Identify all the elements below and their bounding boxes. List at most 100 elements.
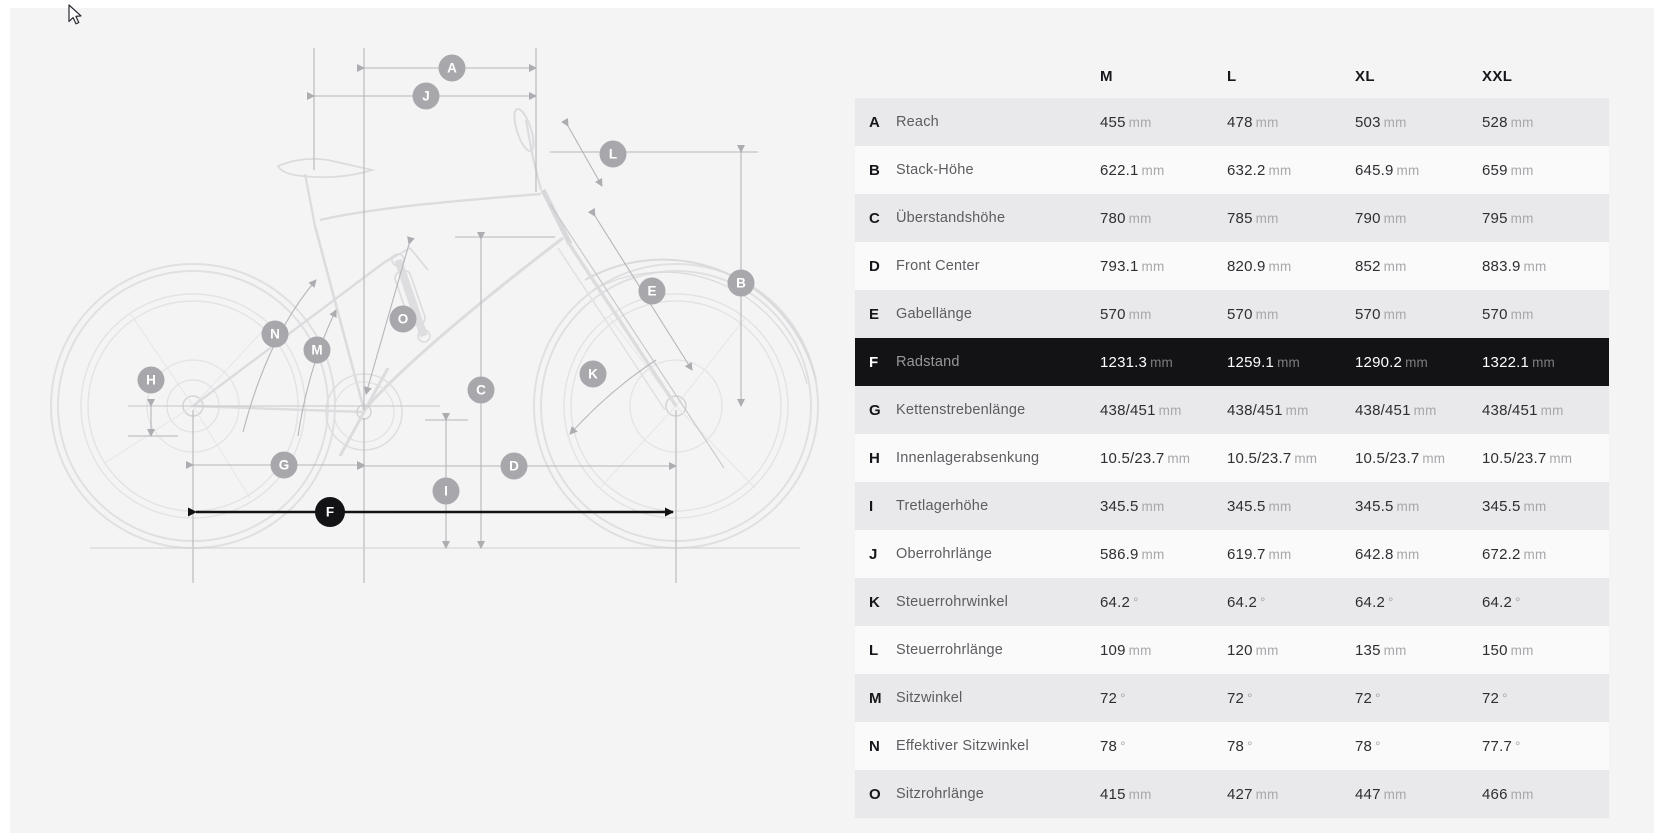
cell-value-xxl: 883.9 mm [1482, 258, 1609, 275]
value-number: 109 [1100, 641, 1126, 659]
row-letter: M [869, 689, 882, 707]
value-number: 820.9 [1227, 257, 1266, 275]
table-row-B[interactable]: B Stack-Höhe 622.1 mm 632.2 mm 645.9 mm 659 mm [855, 146, 1609, 194]
value-number: 345.5 [1100, 497, 1139, 515]
table-row-J[interactable]: J Oberrohrlänge 586.9 mm 619.7 mm 642.8 mm 672.2… [855, 530, 1609, 578]
row-label: Steuerrohrwinkel [896, 594, 1008, 610]
value-unit: mm [1268, 498, 1292, 514]
table-row-G[interactable]: G Kettenstrebenlänge 438/451 mm 438/451 mm 438… [855, 386, 1609, 434]
value-number: 570 [1355, 305, 1381, 323]
row-letter: L [869, 641, 879, 659]
value-number: 10.5/23.7 [1100, 449, 1165, 467]
table-row-F[interactable]: F Radstand 1231.3 mm 1259.1 mm 1290.2 mm 1322.1 m… [855, 338, 1609, 386]
value-unit: mm [1167, 450, 1191, 466]
cell-value-l: 78 ° [1227, 738, 1355, 755]
cell-value-xl: 852 mm [1355, 258, 1482, 275]
svg-text:E: E [647, 284, 656, 299]
value-unit: mm [1383, 642, 1407, 658]
svg-text:D: D [509, 459, 519, 474]
value-number: 528 [1482, 113, 1508, 131]
svg-text:O: O [398, 312, 409, 327]
table-row-E[interactable]: E Gabellänge 570 mm 570 mm 570 mm 570 mm [855, 290, 1609, 338]
value-unit: mm [1510, 306, 1534, 322]
table-row-N[interactable]: N Effektiver Sitzwinkel 78 ° 78 ° 78 ° 77.7 ° [855, 722, 1609, 770]
row-label: Steuerrohrlänge [896, 642, 1003, 658]
cell-value-l: 570 mm [1227, 306, 1355, 323]
table-row-A[interactable]: A Reach 455 mm 478 mm 503 mm 528 mm [855, 98, 1609, 146]
value-unit: mm [1413, 402, 1437, 418]
geometry-table-rows: A Reach 455 mm 478 mm 503 mm 528 mm B Stack-Höhe 622… [855, 98, 1609, 818]
value-unit: mm [1383, 258, 1407, 274]
cell-value-l: 1259.1 mm [1227, 354, 1355, 371]
marker-O[interactable]: O [389, 305, 417, 333]
table-row-I[interactable]: I Tretlagerhöhe 345.5 mm 345.5 mm 345.5 mm 345.5… [855, 482, 1609, 530]
value-number: 78 [1355, 737, 1373, 755]
row-letter: B [869, 161, 880, 179]
marker-N[interactable]: N [261, 320, 289, 348]
cell-value-l: 619.7 mm [1227, 546, 1355, 563]
size-header-m[interactable]: M [1100, 68, 1113, 85]
marker-I[interactable]: I [432, 477, 460, 505]
cell-value-xl: 1290.2 mm [1355, 354, 1482, 371]
value-number: 642.8 [1355, 545, 1394, 563]
row-label: Überstandshöhe [896, 210, 1006, 226]
cell-value-m: 109 mm [1100, 642, 1227, 659]
value-number: 1259.1 [1227, 353, 1275, 371]
value-number: 72 [1355, 689, 1373, 707]
marker-M[interactable]: M [303, 336, 331, 364]
table-row-O[interactable]: O Sitzrohrlänge 415 mm 427 mm 447 mm 466 mm [855, 770, 1609, 818]
cell-value-xxl: 1322.1 mm [1482, 354, 1609, 371]
value-number: 72 [1100, 689, 1118, 707]
size-header-l[interactable]: L [1227, 68, 1237, 85]
value-unit: mm [1285, 402, 1309, 418]
size-header-xl[interactable]: XL [1355, 68, 1375, 85]
table-row-H[interactable]: H Innenlagerabsenkung 10.5/23.7 mm 10.5/23.7… [855, 434, 1609, 482]
value-unit: mm [1128, 210, 1152, 226]
marker-B[interactable]: B [727, 269, 755, 297]
value-number: 345.5 [1355, 497, 1394, 515]
marker-H[interactable]: H [137, 366, 165, 394]
table-row-L[interactable]: L Steuerrohrlänge 109 mm 120 mm 135 mm 150 mm [855, 626, 1609, 674]
value-unit: mm [1540, 402, 1564, 418]
value-number: 64.2 [1100, 593, 1130, 611]
marker-D[interactable]: D [500, 452, 528, 480]
cell-value-l: 72 ° [1227, 690, 1355, 707]
value-number: 852 [1355, 257, 1381, 275]
svg-text:G: G [279, 458, 290, 473]
marker-E[interactable]: E [638, 277, 666, 305]
marker-F[interactable]: F [315, 497, 345, 527]
svg-text:F: F [326, 505, 334, 520]
size-header-xxl[interactable]: XXL [1482, 68, 1513, 85]
cell-value-m: 10.5/23.7 mm [1100, 450, 1227, 467]
table-row-K[interactable]: K Steuerrohrwinkel 64.2 ° 64.2 ° 64.2 ° 64.2 ° [855, 578, 1609, 626]
marker-J[interactable]: J [412, 82, 440, 110]
cell-value-l: 820.9 mm [1227, 258, 1355, 275]
table-row-M[interactable]: M Sitzwinkel 72 ° 72 ° 72 ° 72 ° [855, 674, 1609, 722]
size-header-row: M L XL XXL [855, 55, 1609, 98]
marker-K[interactable]: K [579, 360, 607, 388]
marker-G[interactable]: G [270, 451, 298, 479]
svg-text:L: L [609, 147, 617, 162]
dimension-markers: A J L B E O N M K H C G D I F [137, 54, 755, 527]
value-number: 455 [1100, 113, 1126, 131]
value-unit: ° [1247, 690, 1253, 706]
table-row-D[interactable]: D Front Center 793.1 mm 820.9 mm 852 mm 883.9 mm [855, 242, 1609, 290]
cell-value-xxl: 528 mm [1482, 114, 1609, 131]
value-number: 478 [1227, 113, 1253, 131]
marker-L[interactable]: L [599, 140, 627, 168]
value-number: 135 [1355, 641, 1381, 659]
value-number: 785 [1227, 209, 1253, 227]
row-letter: J [869, 545, 878, 563]
row-label: Sitzrohrlänge [896, 786, 985, 802]
cell-value-m: 455 mm [1100, 114, 1227, 131]
cell-value-xl: 78 ° [1355, 738, 1482, 755]
table-row-C[interactable]: C Überstandshöhe 780 mm 785 mm 790 mm 795 mm [855, 194, 1609, 242]
value-unit: ° [1120, 690, 1126, 706]
marker-C[interactable]: C [467, 376, 495, 404]
value-unit: mm [1128, 642, 1152, 658]
marker-A[interactable]: A [438, 54, 466, 82]
cell-value-m: 780 mm [1100, 210, 1227, 227]
value-unit: mm [1255, 306, 1279, 322]
row-label: Oberrohrlänge [896, 546, 993, 562]
value-number: 1231.3 [1100, 353, 1148, 371]
